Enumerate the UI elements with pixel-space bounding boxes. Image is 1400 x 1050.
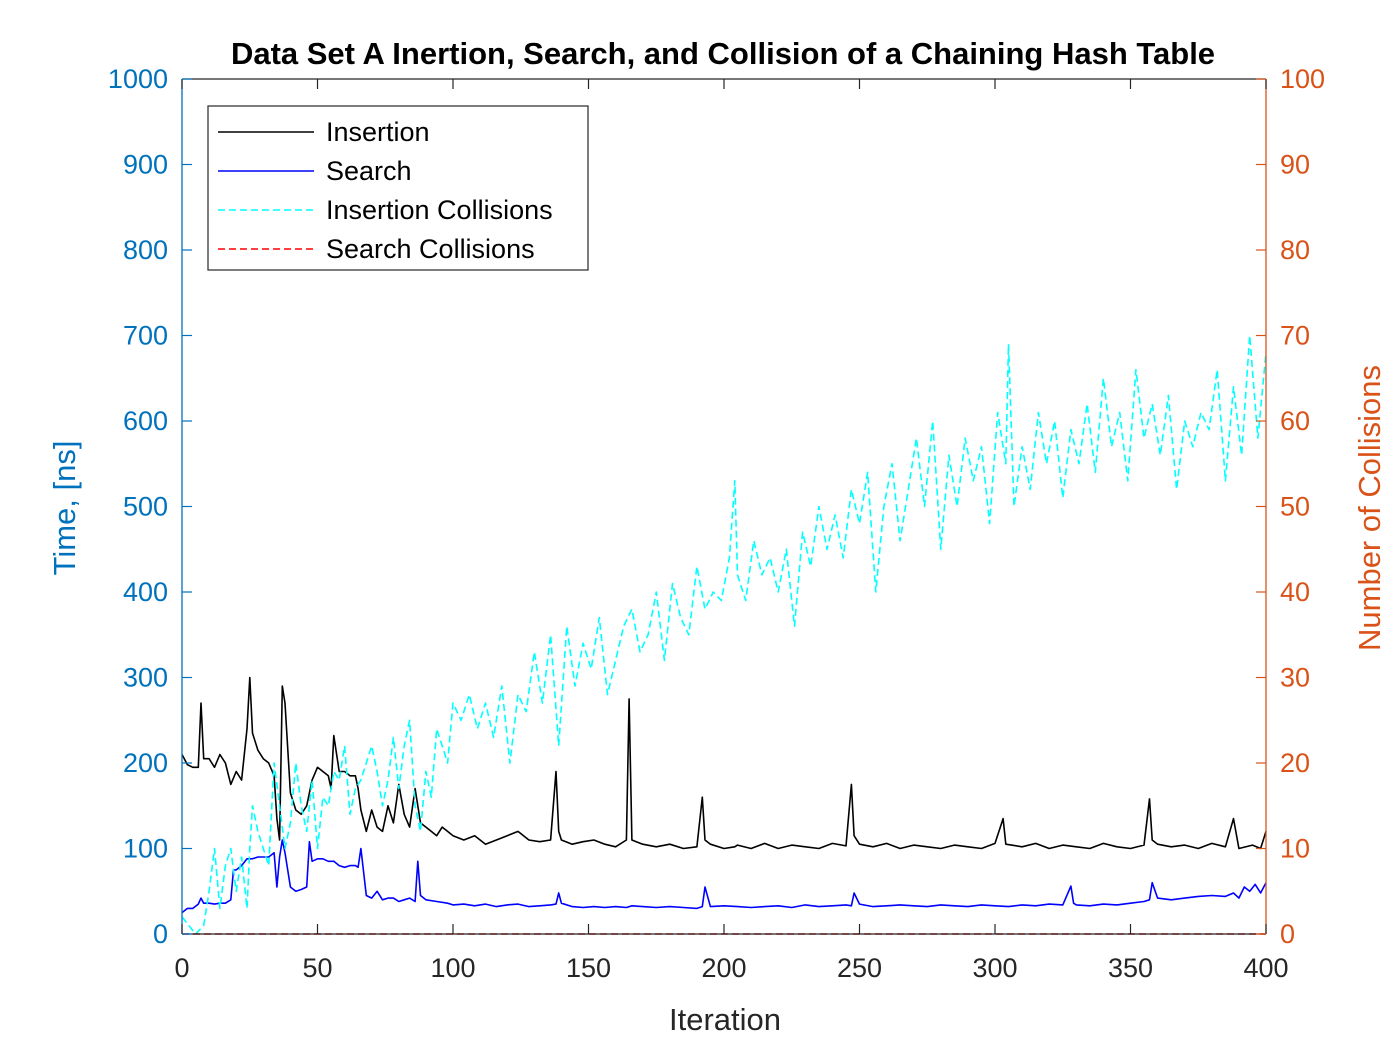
y-right-tick-label: 20 [1280,748,1310,778]
legend-label-search-collisions: Search Collisions [326,234,535,264]
y-left-tick-label: 200 [123,748,168,778]
legend-box [207,105,589,271]
y-right-tick-label: 50 [1280,492,1310,522]
y-right-tick-label: 30 [1280,663,1310,693]
chart-title: Data Set A Inertion, Search, and Collisi… [231,36,1215,71]
y-right-tick-label: 70 [1280,321,1310,351]
y-right-tick-label: 10 [1280,834,1310,864]
x-tick-label: 0 [174,953,189,983]
x-tick-label: 400 [1243,953,1288,983]
y-left-tick-label: 1000 [108,64,168,94]
y-left-tick-label: 600 [123,406,168,436]
y-right-tick-label: 40 [1280,577,1310,607]
y-left-tick-label: 900 [123,150,168,180]
y-left-tick-label: 700 [123,321,168,351]
y-right-tick-label: 90 [1280,150,1310,180]
x-tick-label: 200 [701,953,746,983]
legend-label-insertion: Insertion [326,117,430,147]
y-right-tick-label: 0 [1280,919,1295,949]
x-tick-label: 300 [972,953,1017,983]
y-left-tick-label: 300 [123,663,168,693]
x-tick-label: 150 [566,953,611,983]
x-tick-label: 50 [302,953,332,983]
series-line-search [181,839,1267,914]
x-tick-label: 250 [837,953,882,983]
y-right-tick-label: 60 [1280,406,1310,436]
y-left-tick-label: 400 [123,577,168,607]
y-left-tick-label: 0 [153,919,168,949]
x-axis-label: Iteration [669,1002,781,1037]
y-right-axis-label: Number of Collisions [1352,365,1387,651]
y-right-tick-label: 100 [1280,64,1325,94]
y-left-tick-label: 500 [123,492,168,522]
y-right-tick-label: 80 [1280,235,1310,265]
x-tick-label: 350 [1108,953,1153,983]
series-line-insertion-collisions [181,334,1267,935]
legend-label-search: Search [326,156,412,186]
y-left-axis-label: Time, [ns] [47,441,82,576]
x-tick-label: 100 [430,953,475,983]
series-line-insertion [181,676,1267,850]
axes: 0 50 100 150 200 250 300 350 4000100200300400500… [108,64,1325,983]
legend: Insertion Search Insertion Collisions Searc… [207,105,589,271]
legend-label-insertion-collisions: Insertion Collisions [326,195,553,225]
y-left-tick-label: 800 [123,235,168,265]
y-left-tick-label: 100 [123,834,168,864]
